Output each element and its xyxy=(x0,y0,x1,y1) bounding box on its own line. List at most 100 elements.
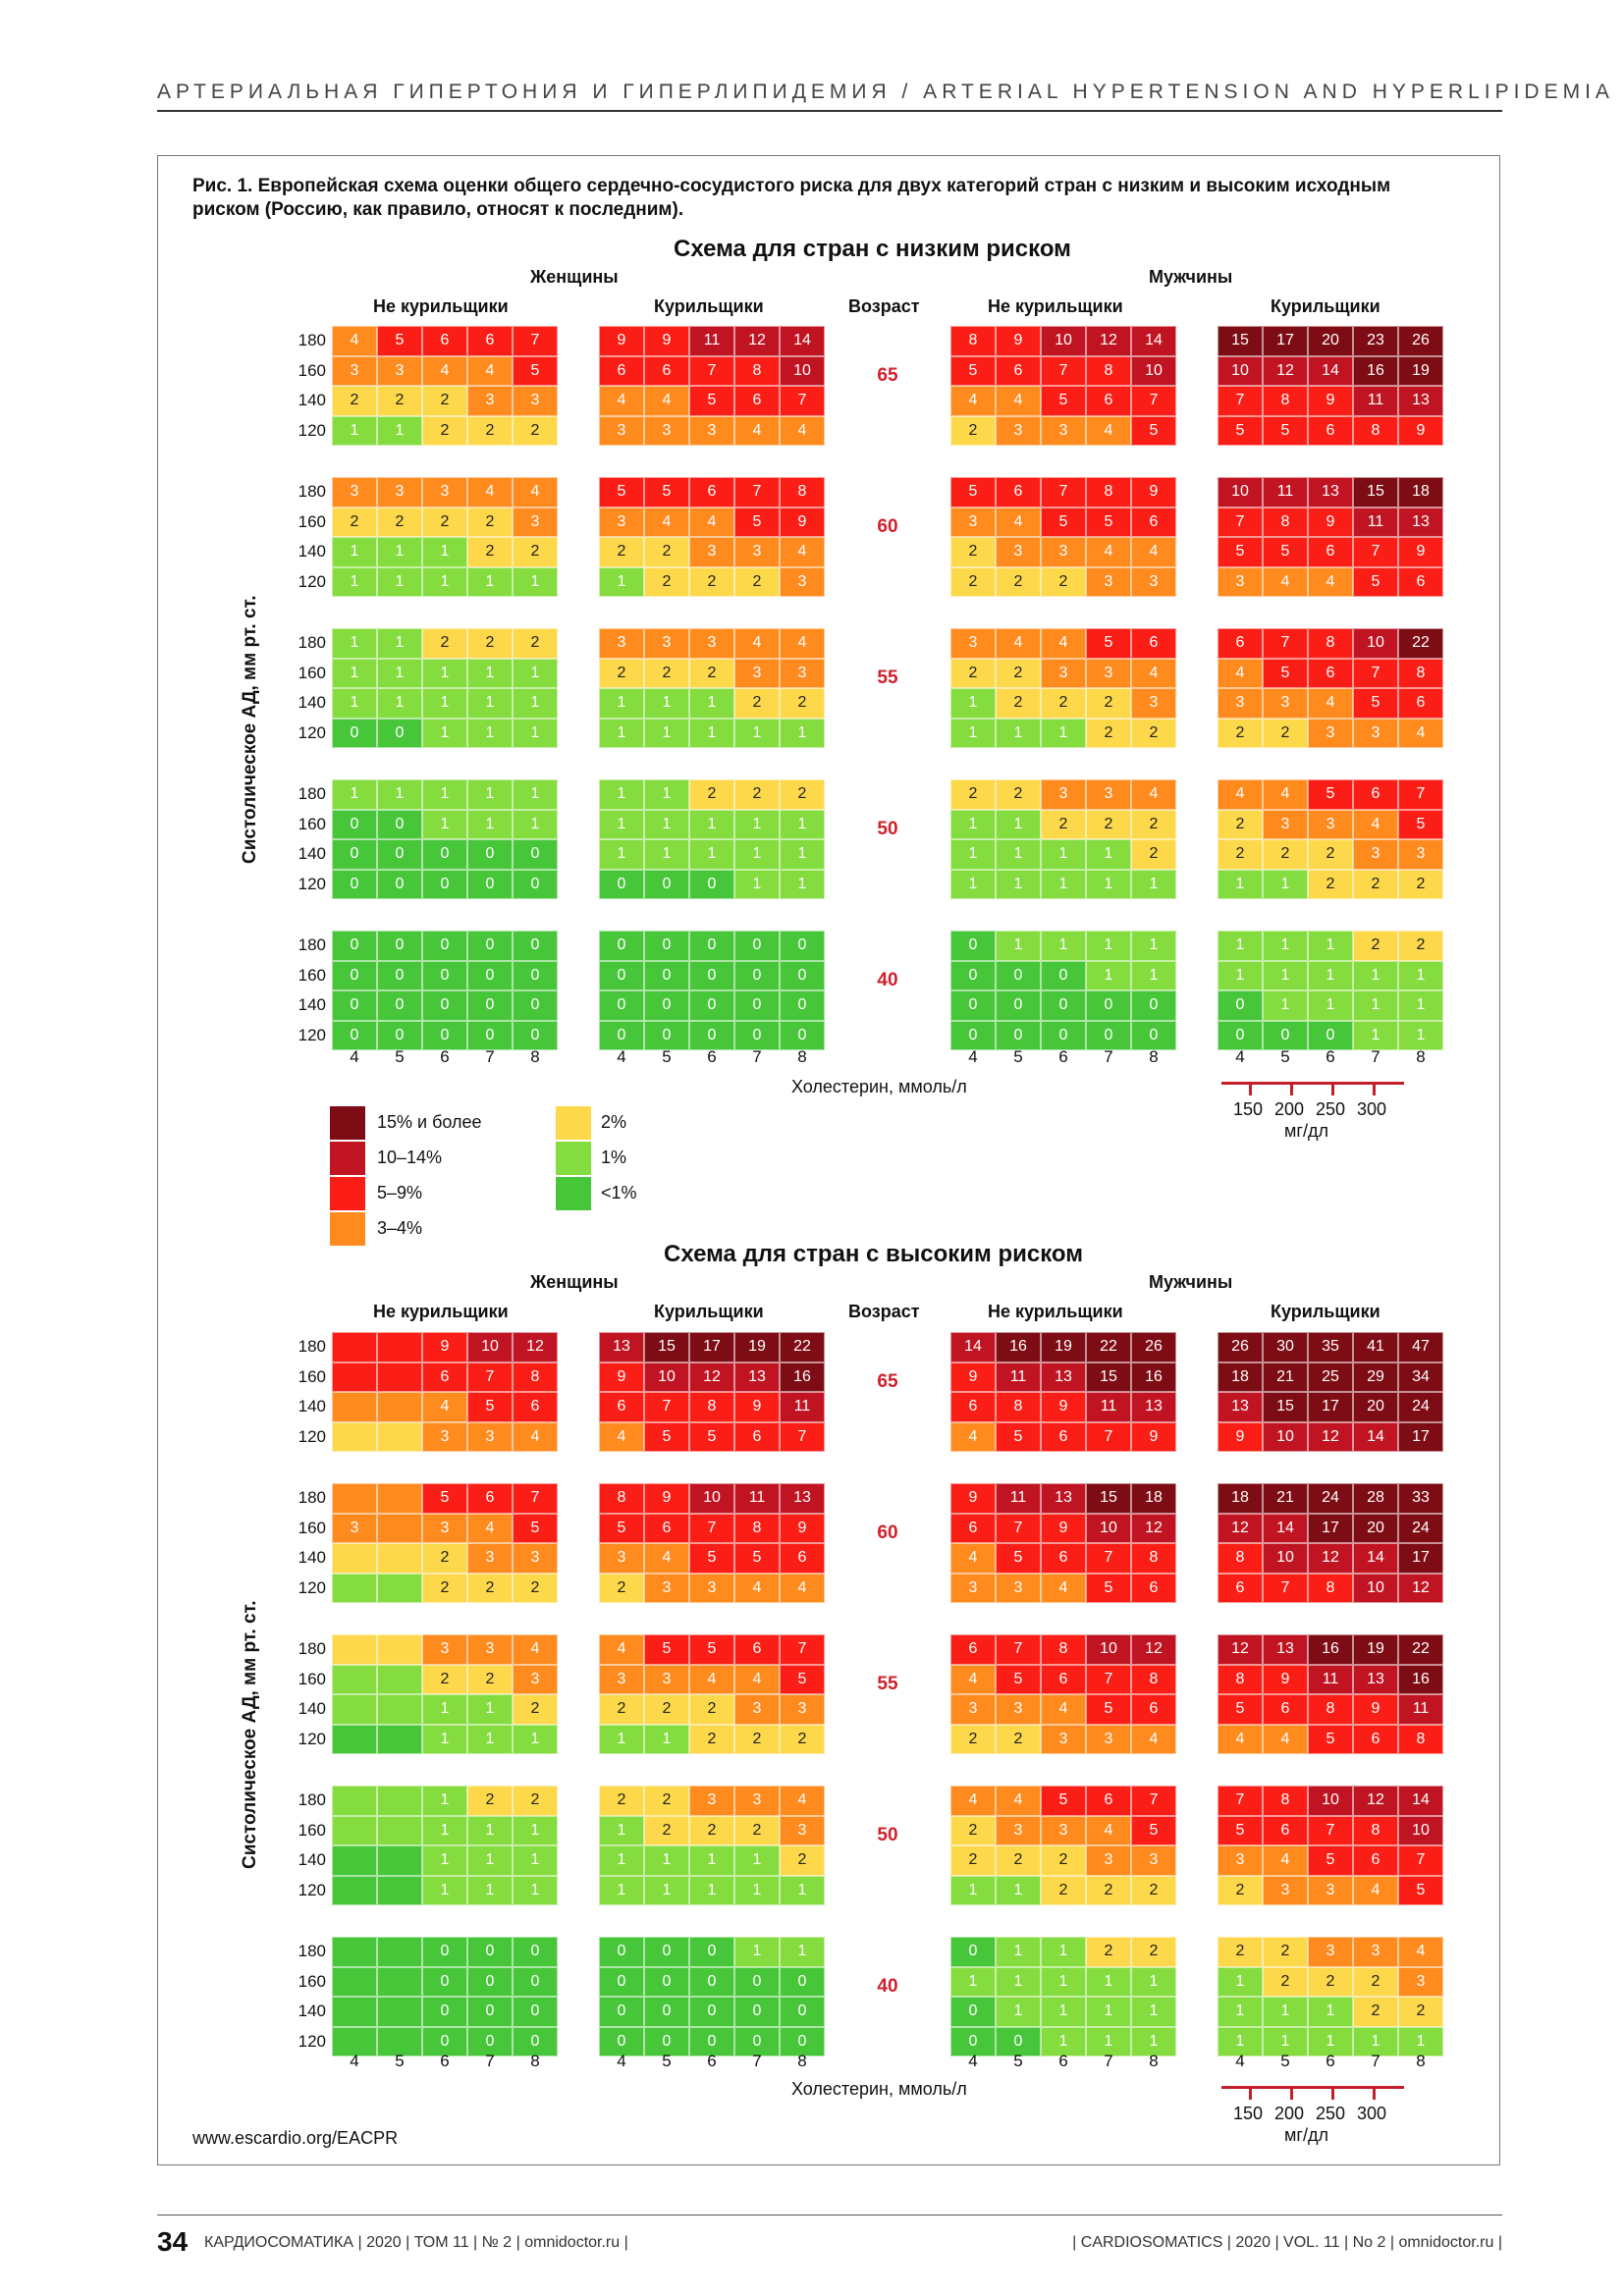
risk-cell: 4 xyxy=(513,1634,558,1665)
risk-cell: 9 xyxy=(1041,1513,1086,1543)
risk-cell: 0 xyxy=(332,1020,377,1050)
risk-cell: 1 xyxy=(332,658,377,688)
risk-cell: 9 xyxy=(950,1362,996,1392)
risk-cell: 0 xyxy=(950,1997,996,2027)
risk-cell: 13 xyxy=(1308,477,1353,507)
risk-cell: 3 xyxy=(422,1513,467,1543)
risk-cell: 26 xyxy=(1218,1332,1263,1362)
risk-cell: 3 xyxy=(950,1573,996,1603)
risk-cell: 3 xyxy=(1353,718,1398,748)
sbp-axis-label: Систолическое АД, мм рт. ст. xyxy=(240,595,260,864)
risk-grid-men-nonsmokers: 9 11 13 15 18 6 7 9 10 12 4 5 6 7 8 3 3 4 5 6 xyxy=(950,1483,1176,1603)
risk-cell: 3 xyxy=(1263,809,1308,839)
risk-cell: 3 xyxy=(1308,809,1353,839)
risk-cell: 6 xyxy=(644,355,689,386)
risk-cell: 3 xyxy=(996,1694,1041,1725)
risk-cell: 14 xyxy=(1263,1513,1308,1543)
risk-cell: 4 xyxy=(780,628,825,659)
risk-cell: 0 xyxy=(950,990,996,1021)
risk-cell: 0 xyxy=(513,931,558,961)
risk-cell: 0 xyxy=(1131,990,1176,1021)
legend-label: 1% xyxy=(601,1148,627,1167)
risk-cell: 4 xyxy=(1086,1815,1131,1845)
risk-cell: 2 xyxy=(599,658,644,688)
mgdl-tick-mark xyxy=(1249,2086,1252,2100)
source-url[interactable]: www.escardio.org/EACPR xyxy=(192,2128,399,2148)
risk-cell: 3 xyxy=(780,1694,825,1725)
cholesterol-tick: 8 xyxy=(797,2052,807,2070)
risk-cell: 2 xyxy=(950,1845,996,1876)
risk-cell: 1 xyxy=(644,718,689,748)
mgdl-unit-label: мг/дл xyxy=(1284,2125,1328,2145)
risk-cell: 8 xyxy=(996,1392,1041,1422)
risk-cell: 1 xyxy=(950,869,996,899)
risk-cell: 1 xyxy=(1218,1966,1263,1997)
legend-label: <1% xyxy=(601,1183,637,1202)
risk-cell: 6 xyxy=(950,1513,996,1543)
risk-cell: 11 xyxy=(780,1392,825,1422)
risk-cell: 2 xyxy=(950,1724,996,1754)
risk-cell: 0 xyxy=(467,1937,513,1967)
risk-cell: 0 xyxy=(513,990,558,1021)
risk-cell: 7 xyxy=(1263,1573,1308,1603)
risk-cell: 13 xyxy=(1218,1392,1263,1422)
risk-cell: 3 xyxy=(996,1573,1041,1603)
mgdl-tick-mark xyxy=(1290,1082,1293,1095)
risk-cell: 4 xyxy=(1041,1573,1086,1603)
risk-cell: 8 xyxy=(1398,1724,1443,1754)
risk-cell: 3 xyxy=(996,415,1041,446)
risk-grid-women-smokers: 8 9 10 11 13 5 6 7 8 9 3 4 5 5 6 2 3 3 4 4 xyxy=(599,1483,825,1603)
risk-cell: 0 xyxy=(513,960,558,990)
scheme-title: Схема для стран с низким риском xyxy=(674,236,1071,262)
risk-grid-men-smokers: 10 11 13 15 18 7 8 9 11 13 5 5 6 7 9 3 4 4 5 6 xyxy=(1218,477,1443,597)
cholesterol-tick: 6 xyxy=(707,2052,717,2070)
risk-cell: 6 xyxy=(1353,1724,1398,1754)
risk-cell: 5 xyxy=(644,1634,689,1665)
age-label: 65 xyxy=(877,365,898,386)
risk-cell: 7 xyxy=(1398,779,1443,810)
age-label: 55 xyxy=(877,1674,898,1694)
risk-cell: 6 xyxy=(734,386,780,416)
risk-cell: 8 xyxy=(1353,1815,1398,1845)
risk-cell: 4 xyxy=(1086,537,1131,567)
risk-grid-women-nonsmokers: 9 10 12 6 7 8 4 5 6 3 3 4 xyxy=(332,1332,558,1452)
risk-cell: 6 xyxy=(1398,688,1443,719)
risk-cell: 1 xyxy=(1263,960,1308,990)
risk-cell: 9 xyxy=(1353,1694,1398,1725)
risk-cell: 5 xyxy=(950,355,996,386)
risk-cell: 0 xyxy=(1086,990,1131,1021)
legend-swatch xyxy=(556,1142,591,1175)
risk-cell: 5 xyxy=(644,477,689,507)
risk-cell: 1 xyxy=(1353,960,1398,990)
sbp-tick: 120 xyxy=(298,1729,326,1748)
risk-cell: 1 xyxy=(1041,869,1086,899)
risk-cell xyxy=(377,1786,422,1816)
risk-cell xyxy=(377,1573,422,1603)
risk-cell: 0 xyxy=(1041,1020,1086,1050)
risk-cell: 4 xyxy=(1353,1875,1398,1905)
risk-cell: 0 xyxy=(422,990,467,1021)
risk-cell: 10 xyxy=(689,1483,734,1514)
risk-cell: 1 xyxy=(1263,990,1308,1021)
risk-cell: 3 xyxy=(1086,1724,1131,1754)
risk-cell: 30 xyxy=(1263,1332,1308,1362)
risk-cell: 1 xyxy=(1308,960,1353,990)
risk-cell: 0 xyxy=(644,931,689,961)
risk-cell: 0 xyxy=(513,1966,558,1997)
risk-cell: 10 xyxy=(467,1332,513,1362)
risk-cell: 9 xyxy=(422,1332,467,1362)
risk-cell: 9 xyxy=(1308,507,1353,537)
risk-cell: 12 xyxy=(1308,1421,1353,1452)
cholesterol-tick: 4 xyxy=(1235,1047,1245,1066)
risk-cell: 34 xyxy=(1398,1362,1443,1392)
risk-cell: 1 xyxy=(332,628,377,659)
sbp-tick: 140 xyxy=(298,1548,326,1567)
risk-cell: 7 xyxy=(467,1362,513,1392)
risk-cell: 4 xyxy=(332,326,377,356)
cholesterol-tick: 8 xyxy=(1416,2052,1426,2070)
risk-cell: 1 xyxy=(996,718,1041,748)
risk-cell: 0 xyxy=(644,960,689,990)
